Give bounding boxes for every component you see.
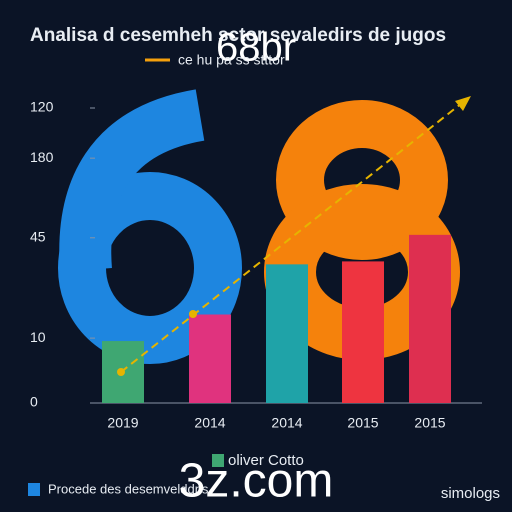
bar: [189, 314, 231, 403]
y-tick-label: 0: [30, 394, 38, 410]
bar: [266, 264, 308, 403]
bar: [342, 261, 384, 403]
legend-swatch: [28, 483, 40, 496]
bar: [409, 234, 451, 403]
legend-label: oliver Cotto: [228, 452, 304, 469]
legend-label: ce hu pa ss stttor: [178, 52, 285, 68]
x-tick-label: 2019: [107, 415, 138, 431]
brand: simologs: [441, 485, 500, 502]
x-tick-label: 2015: [347, 415, 378, 431]
watermark: 68br: [216, 26, 296, 70]
x-tick-label: 2014: [194, 415, 225, 431]
decor-6: [58, 89, 242, 364]
watermark: 3z.com: [179, 455, 334, 508]
chart-title: Analisa d cesemheh sctor sevaledirs de j…: [30, 25, 446, 46]
x-tick-label: 2015: [414, 415, 445, 431]
y-tick-label: 120: [30, 99, 54, 115]
trend-arrow: [117, 96, 471, 376]
y-tick-label: 45: [30, 229, 46, 245]
x-tick-label: 2014: [271, 415, 302, 431]
legend-label: Procede des desemvelddns: [48, 481, 209, 496]
y-tick-label: 10: [30, 329, 46, 345]
y-tick-label: 180: [30, 149, 54, 165]
legend-swatch: [212, 454, 224, 467]
